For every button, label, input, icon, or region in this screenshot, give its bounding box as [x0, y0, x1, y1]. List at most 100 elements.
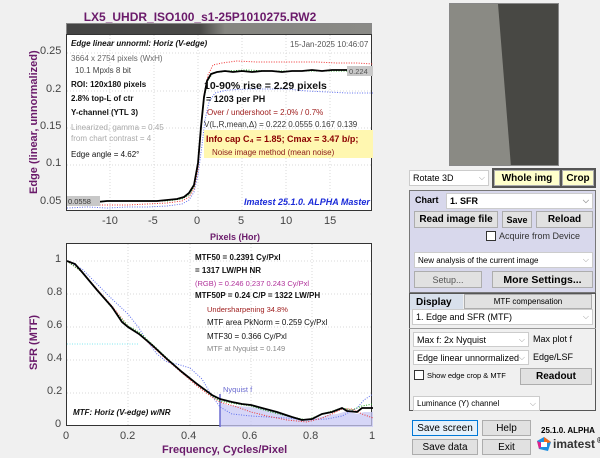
mtf-xtick: 0	[63, 430, 70, 442]
exit-button[interactable]: Exit	[482, 439, 531, 455]
image-dimensions: 3664 x 2754 pixels (WxH)	[71, 54, 163, 63]
chart-label: Chart	[415, 195, 439, 205]
edge-ytick: 0.05	[40, 195, 62, 207]
save-screen-button[interactable]: Save screen	[412, 420, 478, 436]
edge-ytick: 0.15	[40, 120, 62, 132]
save-data-button[interactable]: Save data	[412, 439, 478, 455]
acquire-checkbox-row[interactable]: Acquire from Device	[486, 231, 580, 241]
edge-plot-canvas	[67, 35, 373, 212]
display-select-value: 1. Edge and SFR (MTF)	[416, 312, 513, 322]
mtf-xtick: 0.4	[181, 430, 197, 442]
tab-mtf-compensation[interactable]: MTF compensation	[464, 294, 592, 309]
mtf30-value: MTF30 = 0.366 Cy/Pxl	[207, 332, 287, 341]
whole-img-button[interactable]: Whole img	[494, 170, 560, 186]
rise-value: 10-90% rise = 2.29 pixels	[204, 80, 327, 92]
roi-size: ROI: 120x180 pixels	[71, 80, 147, 89]
contrast-info: from chart contrast = 4	[71, 134, 152, 143]
left-level-label: 0.0558	[68, 197, 91, 206]
roi-position: 2.8% top-L of ctr	[71, 94, 134, 103]
max-f-select[interactable]: Max f: 2x Nyquist ⌵	[413, 332, 529, 347]
linearized-info: Linearized, gamma = 0.45	[71, 123, 164, 132]
edge-plot-heading: Edge linear unnorml: Horiz (V-edge)	[71, 39, 208, 48]
mtf-ytick: 0.8	[47, 286, 63, 298]
edge-plot: Edge linear unnorml: Horiz (V-edge) 15-J…	[66, 34, 373, 212]
per-ph-value: = 1203 per PH	[206, 94, 266, 104]
edge-xtick: 10	[280, 215, 293, 227]
chevron-down-icon: ⌵	[478, 173, 485, 182]
chevron-down-icon: ⌵	[529, 398, 536, 408]
noise-method: Noise image method (mean noise)	[212, 148, 335, 157]
rotate-select-value: Rotate 3D	[413, 173, 454, 183]
edge-angle: Edge angle = 4.62°	[71, 150, 140, 159]
analysis-select[interactable]: New analysis of the current image ⌵	[414, 252, 593, 268]
chart-select-value: 1. SFR	[450, 196, 479, 206]
edge-display-select[interactable]: Edge linear unnormalized ⌵	[413, 350, 529, 365]
edge-ytick: 0.1	[46, 157, 62, 169]
edge-ytick: 0.25	[40, 45, 62, 57]
acquire-checkbox[interactable]	[486, 231, 496, 241]
right-level-label: 0.224	[349, 67, 368, 76]
edge-y-axis-label: Edge (linear, unnormalized)	[28, 50, 40, 194]
show-edge-crop-checkbox[interactable]	[414, 370, 424, 380]
edge-crop-preview	[449, 3, 559, 166]
max-f-select-value: Max f: 2x Nyquist	[417, 334, 487, 345]
mtf-caption: MTF: Horiz (V-edge) w/NR	[73, 408, 171, 417]
mtf-x-axis-label: Frequency, Cycles/Pixel	[162, 444, 288, 456]
show-edge-crop-row[interactable]: Show edge crop & MTF	[414, 370, 506, 380]
info-capacity: Info cap C₄ = 1.85; Cmax = 3.47 b/p;	[206, 134, 359, 144]
setup-button[interactable]: Setup...	[414, 271, 482, 288]
channel-select[interactable]: Luminance (Y) channel ⌵	[413, 396, 540, 411]
imatest-logo: imatest ®	[537, 436, 600, 451]
mtf-xtick: 0.2	[120, 430, 136, 442]
info-cap-highlight	[204, 130, 373, 158]
channel-select-value: Luminance (Y) channel	[417, 399, 500, 408]
edge-ytick: 0.2	[46, 83, 62, 95]
display-select[interactable]: 1. Edge and SFR (MTF) ⌵	[412, 309, 593, 325]
imatest-logo-icon	[537, 437, 551, 451]
undersharpening: Undersharpening 34.8%	[207, 305, 288, 314]
help-button[interactable]: Help	[482, 420, 531, 436]
version-label: 25.1.0. ALPHA	[541, 426, 595, 435]
chevron-down-icon: ⌵	[518, 334, 525, 344]
crop-button[interactable]: Crop	[562, 170, 594, 186]
read-image-file-button[interactable]: Read image file	[414, 211, 498, 228]
chevron-down-icon: ⌵	[582, 196, 589, 205]
imatest-brand: imatest	[553, 437, 596, 451]
nyquist-label: Nyquist f	[223, 385, 253, 394]
mtf50-rgb: (RGB) = 0.246 0.237 0.243 Cy/Pxl	[195, 279, 310, 288]
tab-display[interactable]: Display	[410, 294, 463, 310]
mtf-ytick: 0.4	[47, 352, 63, 364]
mtf-ytick: 1	[55, 253, 62, 265]
max-plot-f-label: Max plot f	[533, 334, 573, 344]
imatest-watermark: Imatest 25.1.0. ALPHA Master	[244, 197, 370, 207]
more-settings-button[interactable]: More Settings...	[492, 271, 593, 288]
chevron-down-icon: ⌵	[518, 352, 525, 362]
mtf-y-axis-label: SFR (MTF)	[28, 315, 40, 370]
chart-select[interactable]: 1. SFR ⌵	[446, 193, 593, 209]
edge-xtick: 0	[194, 215, 201, 227]
edge-lsf-label: Edge/LSF	[533, 352, 574, 362]
edge-xtick: -10	[102, 215, 118, 227]
edge-x-axis-label: Pixels (Hor)	[210, 232, 261, 242]
reload-button[interactable]: Reload	[536, 211, 593, 228]
overshoot-value: Over / undershoot = 2.0% / 0.7%	[207, 108, 324, 117]
mtf-xtick: 1	[369, 430, 376, 442]
window-title: LX5_UHDR_ISO100_s1-25P1010275.RW2	[83, 10, 317, 24]
save-button[interactable]: Save	[502, 211, 532, 228]
acquire-label: Acquire from Device	[499, 231, 581, 241]
mtf50-lwph: = 1317 LW/PH NR	[195, 266, 262, 275]
mtf50-value: MTF50 = 0.2391 Cy/Pxl	[195, 253, 281, 262]
mtf-xtick: 0.6	[242, 430, 258, 442]
edge-display-select-value: Edge linear unnormalized	[417, 352, 520, 363]
v-values: V(L,R,mean,Δ) = 0.222 0.0555 0.167 0.139	[204, 120, 358, 129]
mtf-ytick: 0.6	[47, 319, 63, 331]
mtf-plot: MTF50 = 0.2391 Cy/Pxl = 1317 LW/PH NR (R…	[66, 243, 373, 427]
edge-xtick: 5	[238, 215, 245, 227]
chevron-down-icon: ⌵	[582, 312, 589, 321]
readout-button[interactable]: Readout	[520, 368, 592, 385]
channel-info: Y-channel (YTL 3)	[71, 108, 138, 117]
chevron-down-icon: ⌵	[582, 255, 589, 264]
rotate-select[interactable]: Rotate 3D ⌵	[409, 170, 489, 186]
mtf-area: MTF area PkNorm = 0.259 Cy/Pxl	[207, 318, 328, 327]
edge-xtick: -5	[148, 215, 158, 227]
